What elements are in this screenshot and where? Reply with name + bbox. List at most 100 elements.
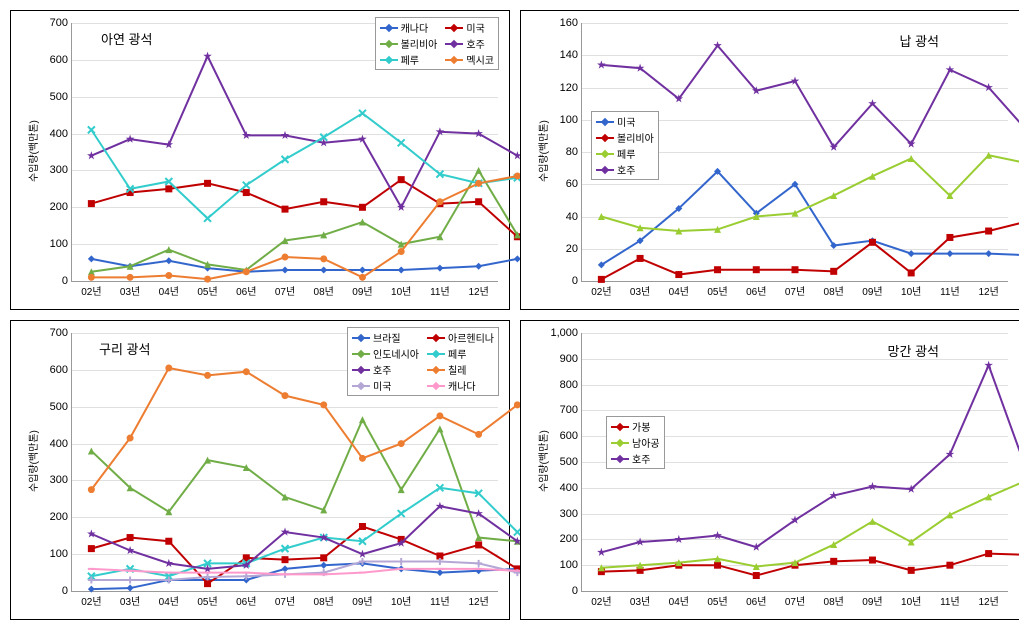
- legend-label: 페루: [448, 346, 466, 361]
- legend-item: 페루: [596, 146, 654, 161]
- legend-label: 아르헨티나: [448, 330, 494, 345]
- legend-swatch: [445, 27, 463, 29]
- series-페루: [88, 484, 521, 579]
- x-tick-label: 08년: [314, 591, 334, 608]
- legend-swatch: [427, 385, 445, 387]
- y-tick-label: 300: [50, 164, 72, 176]
- legend-swatch: [445, 59, 463, 61]
- chart-title: 아연 광석: [101, 29, 152, 48]
- x-tick-label: 02년: [591, 281, 611, 298]
- y-tick-label: 80: [566, 146, 582, 158]
- series-미국: [88, 558, 521, 583]
- chart-title: 납 광석: [900, 31, 940, 50]
- x-tick-label: 05년: [707, 281, 727, 298]
- x-tick-label: 06년: [746, 591, 766, 608]
- x-tick-label: 03년: [120, 281, 140, 298]
- series-미국: [598, 168, 1019, 269]
- series-남아공: [598, 477, 1019, 572]
- x-tick-label: 04년: [159, 591, 179, 608]
- legend-swatch: [352, 337, 370, 339]
- x-tick-label: 12년: [468, 591, 488, 608]
- legend-item: 캐나다: [380, 20, 438, 35]
- legend-label: 칠레: [448, 362, 466, 377]
- x-tick-label: 08년: [824, 591, 844, 608]
- legend-label: 멕시코: [466, 52, 494, 67]
- legend-swatch: [445, 43, 463, 45]
- y-tick-label: 500: [50, 91, 72, 103]
- legend-label: 페루: [617, 146, 635, 161]
- legend-item: 아르헨티나: [427, 330, 494, 345]
- y-tick-label: 100: [50, 238, 72, 250]
- x-tick-label: 06년: [746, 281, 766, 298]
- legend-label: 인도네시아: [373, 346, 419, 361]
- y-tick-label: 400: [50, 128, 72, 140]
- legend-item: 칠레: [427, 362, 494, 377]
- legend-item: 가봉: [611, 419, 660, 434]
- legend-label: 미국: [373, 378, 391, 393]
- chart-lead-ore: 02040608010012014016002년03년04년05년06년07년0…: [520, 10, 1019, 310]
- legend-swatch: [380, 59, 398, 61]
- legend-swatch: [611, 426, 629, 428]
- series-호주: [597, 41, 1019, 151]
- y-tick-label: 600: [560, 430, 582, 442]
- x-tick-label: 11년: [940, 281, 960, 298]
- legend-label: 미국: [466, 20, 484, 35]
- legend-label: 호주: [466, 36, 484, 51]
- legend-label: 미국: [617, 114, 635, 129]
- y-tick-label: 700: [50, 327, 72, 339]
- legend-swatch: [352, 385, 370, 387]
- y-tick-label: 600: [50, 54, 72, 66]
- x-tick-label: 04년: [669, 281, 689, 298]
- legend-item: 페루: [427, 346, 494, 361]
- y-axis-label: 수입량(백만톤): [25, 430, 40, 492]
- x-tick-label: 09년: [352, 591, 372, 608]
- legend-item: 호주: [445, 36, 494, 51]
- y-tick-label: 0: [62, 585, 72, 597]
- legend-label: 브라질: [373, 330, 401, 345]
- y-axis-label: 수입량(백만톤): [25, 120, 40, 182]
- y-tick-label: 500: [560, 456, 582, 468]
- y-tick-label: 300: [50, 474, 72, 486]
- y-tick-label: 120: [560, 82, 582, 94]
- x-tick-label: 07년: [275, 281, 295, 298]
- x-tick-label: 07년: [785, 281, 805, 298]
- legend: 캐나다미국볼리비아호주페루멕시코: [375, 17, 499, 70]
- chart-title: 망간 광석: [888, 341, 939, 360]
- legend-item: 멕시코: [445, 52, 494, 67]
- y-tick-label: 500: [50, 401, 72, 413]
- legend-item: 인도네시아: [352, 346, 419, 361]
- legend-label: 볼리비아: [617, 130, 654, 145]
- y-tick-label: 0: [572, 275, 582, 287]
- chart-grid: 010020030040050060070002년03년04년05년06년07년…: [10, 10, 1019, 620]
- y-tick-label: 200: [560, 533, 582, 545]
- x-tick-label: 12년: [978, 281, 998, 298]
- chart-title: 구리 광석: [99, 339, 150, 358]
- legend-swatch: [427, 369, 445, 371]
- legend-swatch: [352, 369, 370, 371]
- y-tick-label: 40: [566, 211, 582, 223]
- x-tick-label: 03년: [630, 281, 650, 298]
- legend-item: 미국: [352, 378, 419, 393]
- y-tick-label: 600: [50, 364, 72, 376]
- y-tick-label: 1,000: [550, 327, 582, 339]
- x-tick-label: 06년: [236, 591, 256, 608]
- legend-swatch: [596, 121, 614, 123]
- legend-swatch: [380, 27, 398, 29]
- y-tick-label: 20: [566, 243, 582, 255]
- x-tick-label: 11년: [430, 281, 450, 298]
- y-tick-label: 200: [50, 201, 72, 213]
- y-tick-label: 700: [50, 17, 72, 29]
- x-tick-label: 02년: [81, 281, 101, 298]
- legend-label: 캐나다: [448, 378, 476, 393]
- y-tick-label: 200: [50, 511, 72, 523]
- y-axis-label: 수입량(백만톤): [535, 430, 550, 492]
- y-tick-label: 100: [560, 114, 582, 126]
- series-호주: [87, 52, 522, 211]
- x-tick-label: 07년: [785, 591, 805, 608]
- x-tick-label: 10년: [901, 281, 921, 298]
- x-tick-label: 12년: [978, 591, 998, 608]
- legend-item: 호주: [611, 451, 660, 466]
- legend: 가봉남아공호주: [606, 416, 665, 469]
- legend-label: 호주: [617, 162, 635, 177]
- series-아르헨티나: [88, 523, 521, 587]
